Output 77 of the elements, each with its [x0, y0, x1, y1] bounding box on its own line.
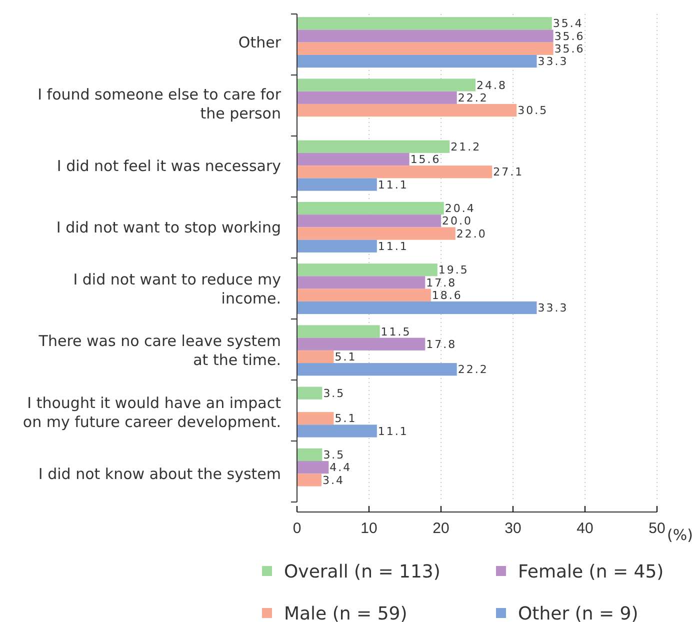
data-label: 18.6	[432, 288, 462, 302]
bar	[297, 30, 554, 42]
data-label: 22.2	[458, 91, 488, 104]
bar	[297, 363, 457, 376]
bar	[297, 288, 431, 302]
bar	[297, 301, 537, 314]
data-label: 3.5	[323, 386, 346, 400]
bar	[297, 91, 457, 104]
data-label: 15.6	[410, 153, 441, 166]
bar	[297, 474, 322, 486]
bar	[297, 152, 410, 166]
x-axis-title: (%)	[667, 526, 693, 544]
data-label: 11.1	[378, 424, 408, 438]
bar	[297, 412, 334, 425]
bar	[297, 54, 537, 68]
data-label: 5.1	[334, 350, 357, 364]
bar	[297, 386, 322, 400]
bar	[297, 140, 450, 153]
data-label: 35.6	[554, 30, 585, 43]
legend-label: Male (n = 59)	[284, 603, 408, 622]
data-label: 21.2	[450, 140, 482, 154]
bar	[297, 214, 441, 228]
data-label: 33.3	[538, 55, 568, 68]
bar	[297, 448, 322, 462]
data-label: 3.5	[323, 448, 346, 462]
x-tick-label: 50	[648, 520, 666, 537]
data-label: 22.0	[456, 227, 487, 240]
y-tick-label: I did not feel it was necessary	[56, 156, 282, 175]
bar	[297, 350, 334, 364]
legend-label: Female (n = 45)	[518, 561, 664, 582]
data-label: 19.5	[438, 264, 469, 277]
y-tick-label: Other	[238, 34, 282, 52]
legend-label: Other (n = 9)	[518, 603, 638, 622]
bar	[297, 166, 492, 178]
x-tick-label: 0	[292, 520, 302, 537]
bar	[297, 178, 377, 191]
x-tick-label: 10	[360, 520, 378, 537]
y-tick-label: I did not know about the system	[38, 464, 281, 483]
bar	[297, 240, 377, 252]
bar	[297, 276, 426, 289]
bar	[297, 338, 426, 350]
bar	[297, 227, 456, 240]
y-tick-label: I found someone else to care for the person	[38, 86, 282, 123]
data-label: 11.1	[378, 240, 408, 253]
x-tick-label: 20	[432, 520, 450, 537]
data-label: 4.4	[330, 461, 352, 474]
y-tick-label: I did not want to stop working	[56, 218, 281, 236]
data-label: 27.1	[493, 166, 524, 179]
data-label: 11.1	[378, 178, 408, 192]
bar	[297, 17, 552, 30]
y-tick-label: I did not want to reduce my income.	[73, 270, 282, 308]
data-label: 11.5	[380, 325, 412, 338]
x-tick-label: 40	[576, 520, 594, 537]
data-label: 17.8	[426, 276, 457, 290]
x-tick-label: 30	[504, 520, 522, 537]
bar	[297, 424, 377, 438]
bar	[297, 461, 329, 474]
data-label: 3.4	[322, 474, 344, 487]
data-label: 35.6	[554, 42, 585, 56]
data-label: 24.8	[476, 78, 508, 92]
bar	[297, 264, 438, 276]
y-tick-label: I thought it would have an impact on my future career development.	[22, 394, 282, 431]
y-tick-label: There was no care leave system at the time.	[38, 332, 281, 370]
data-label: 22.2	[458, 363, 488, 376]
data-label: 30.5	[518, 104, 548, 118]
data-label: 33.3	[538, 302, 568, 315]
bar	[297, 42, 554, 55]
data-label: 20.0	[442, 214, 472, 228]
bar	[297, 104, 517, 117]
bar	[297, 202, 444, 215]
bar	[297, 325, 380, 338]
data-label: 20.4	[444, 202, 476, 216]
data-label: 17.8	[426, 338, 457, 351]
bar	[297, 78, 476, 92]
data-label: 5.1	[334, 412, 357, 426]
legend-label: Overall (n = 113)	[284, 561, 440, 582]
data-label: 35.4	[552, 17, 584, 30]
